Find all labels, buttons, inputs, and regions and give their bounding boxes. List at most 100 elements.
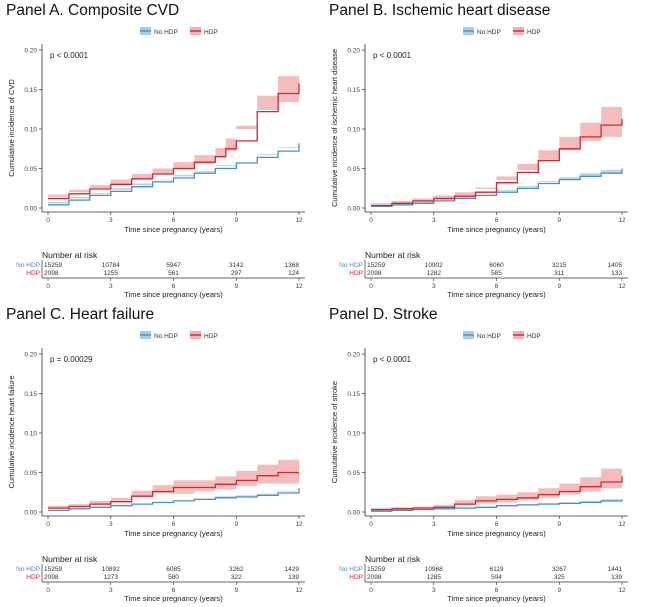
risk-x-tick-label: 9 <box>234 587 238 594</box>
risk-x-axis-label: Time since pregnancy (years) <box>447 594 546 603</box>
risk-x-tick-label: 3 <box>109 283 113 290</box>
risk-cell: 585 <box>491 270 502 277</box>
risk-cell: 1405 <box>608 262 623 269</box>
panel-d: Panel D. Stroke No HDP HDP 0.00 0.05 0.10 0.1… <box>323 304 646 607</box>
risk-cell: 139 <box>288 574 299 581</box>
risk-cell: 297 <box>231 270 242 277</box>
risk-cell: 15259 <box>367 262 385 269</box>
risk-cell: 15259 <box>44 566 62 573</box>
risk-cell: 6060 <box>489 262 504 269</box>
y-tick-label: 0.15 <box>347 87 360 94</box>
risk-cell: 2098 <box>367 574 382 581</box>
x-axis-label: Time since pregnancy (years) <box>124 529 223 538</box>
x-tick-label: 0 <box>369 521 373 528</box>
risk-cell: 15259 <box>44 262 62 269</box>
y-tick-label: 0.00 <box>347 509 360 516</box>
legend-label-hdp: HDP <box>204 333 218 340</box>
p-value-label: p = 0.00029 <box>50 355 93 364</box>
p-value-label: p < 0.0001 <box>373 355 412 364</box>
risk-x-tick-label: 0 <box>369 283 373 290</box>
risk-x-tick-label: 9 <box>234 283 238 290</box>
x-tick-label: 0 <box>369 217 373 224</box>
y-tick-label: 0.05 <box>24 166 37 173</box>
risk-row-label-hdp: HDP <box>349 574 363 581</box>
risk-cell: 322 <box>231 574 242 581</box>
risk-cell: 3262 <box>229 566 244 573</box>
risk-x-tick-label: 6 <box>495 283 499 290</box>
risk-cell: 5947 <box>166 262 181 269</box>
risk-x-tick-label: 3 <box>432 283 436 290</box>
risk-cell: 2098 <box>44 270 59 277</box>
risk-cell: 6085 <box>166 566 181 573</box>
risk-row-label-hdp: HDP <box>26 574 40 581</box>
ci-band-hdp <box>371 459 622 512</box>
risk-x-axis-label: Time since pregnancy (years) <box>124 290 223 299</box>
panel-title: Panel A. Composite CVD <box>6 2 180 19</box>
risk-row-label-no-hdp: No HDP <box>339 566 363 573</box>
x-tick-label: 0 <box>46 521 50 528</box>
series-line-hdp <box>48 83 300 200</box>
legend: No HDP HDP <box>463 331 541 340</box>
risk-cell: 6119 <box>490 566 504 573</box>
risk-cell: 2098 <box>367 270 382 277</box>
y-tick-label: 0.20 <box>347 47 360 54</box>
risk-x-tick-label: 12 <box>618 587 626 594</box>
x-tick-label: 3 <box>109 521 113 528</box>
x-tick-label: 6 <box>495 521 499 528</box>
legend-label-no-hdp: No HDP <box>477 333 501 340</box>
risk-x-tick-label: 3 <box>109 587 113 594</box>
y-tick-label: 0.00 <box>347 205 360 212</box>
panel-title: Panel B. Ischemic heart disease <box>329 2 551 19</box>
risk-x-tick-label: 12 <box>295 283 303 290</box>
risk-x-axis-label: Time since pregnancy (years) <box>124 594 223 603</box>
risk-cell: 15259 <box>367 566 385 573</box>
risk-cell: 124 <box>288 270 299 277</box>
y-tick-label: 0.15 <box>24 87 37 94</box>
y-tick-label: 0.05 <box>347 166 360 173</box>
x-tick-label: 3 <box>432 217 436 224</box>
y-axis-label: Cumulative incidence heart failure <box>7 376 16 489</box>
x-tick-label: 9 <box>234 217 238 224</box>
legend: No HDP HDP <box>140 331 218 340</box>
panel-title: Panel C. Heart failure <box>6 306 155 323</box>
risk-x-axis-label: Time since pregnancy (years) <box>447 290 546 299</box>
risk-cell: 1282 <box>427 270 442 277</box>
risk-row-label-no-hdp: No HDP <box>16 566 40 573</box>
x-tick-label: 12 <box>295 217 303 224</box>
ci-band-hdp <box>48 459 299 510</box>
risk-cell: 1368 <box>285 262 300 269</box>
x-axis-label: Time since pregnancy (years) <box>447 529 546 538</box>
y-axis-label: Cumulative incidence of CVD <box>7 79 16 177</box>
series-line-no-hdp <box>48 143 300 206</box>
legend-label-no-hdp: No HDP <box>154 29 178 36</box>
risk-cell: 133 <box>611 270 622 277</box>
legend-label-hdp: HDP <box>527 333 541 340</box>
risk-cell: 3215 <box>552 262 567 269</box>
panel-c: Panel C. Heart failure No HDP HDP 0.00 0.05… <box>0 304 323 607</box>
x-tick-label: 12 <box>618 521 626 528</box>
legend-label-hdp: HDP <box>527 29 541 36</box>
x-axis-label: Time since pregnancy (years) <box>447 225 546 234</box>
risk-x-tick-label: 0 <box>46 587 50 594</box>
y-axis-label: Cumulative incidence of ischemic heart d… <box>330 49 339 207</box>
x-tick-label: 3 <box>109 217 113 224</box>
y-tick-label: 0.10 <box>24 430 37 437</box>
x-tick-label: 9 <box>234 521 238 528</box>
x-tick-label: 12 <box>295 521 303 528</box>
legend: No HDP HDP <box>140 27 218 36</box>
x-tick-label: 9 <box>557 217 561 224</box>
risk-x-tick-label: 9 <box>557 587 561 594</box>
risk-cell: 1429 <box>285 566 300 573</box>
y-tick-label: 0.00 <box>24 509 37 516</box>
risk-x-tick-label: 3 <box>432 587 436 594</box>
risk-cell: 325 <box>554 574 565 581</box>
risk-x-tick-label: 0 <box>369 587 373 594</box>
series-line-hdp <box>48 471 299 509</box>
risk-cell: 1441 <box>608 566 623 573</box>
risk-table-title: Number at risk <box>42 554 98 564</box>
series-line-no-hdp <box>371 499 623 512</box>
